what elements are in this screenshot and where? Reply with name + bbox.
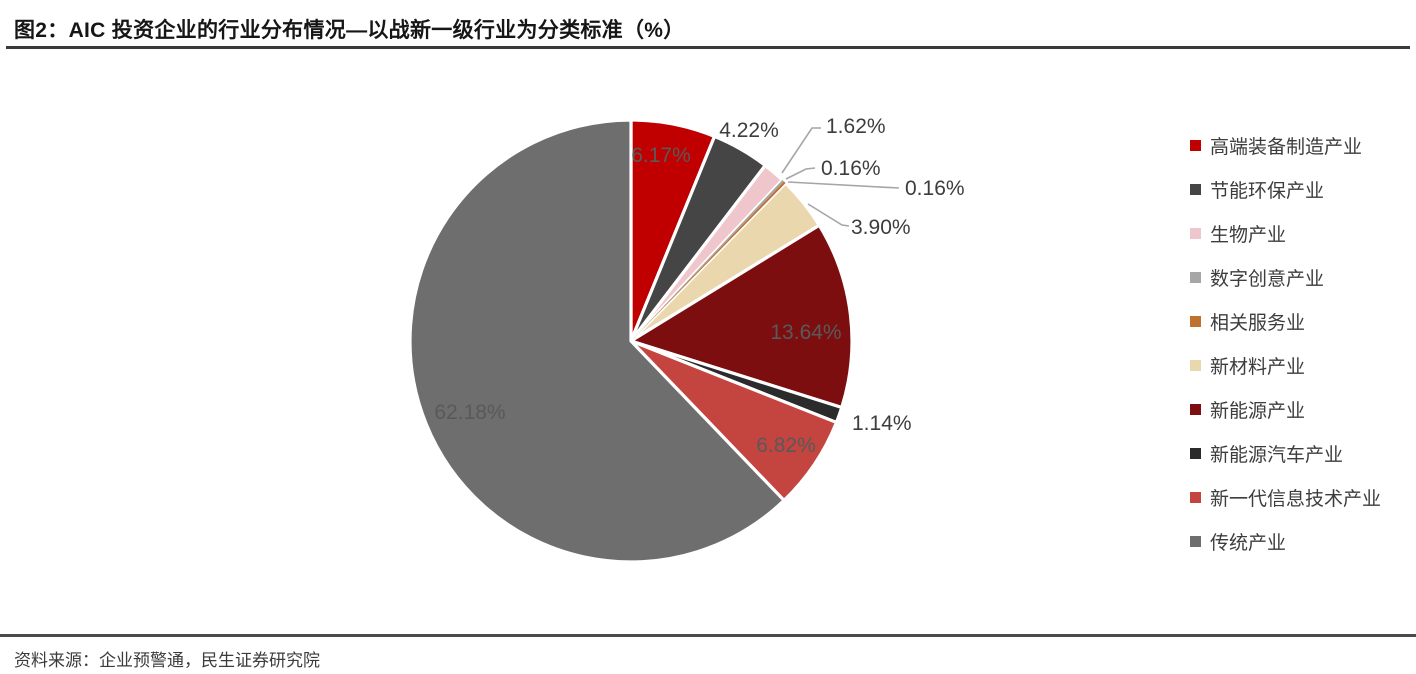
pie-slice-sliver — [631, 181, 786, 341]
legend-label: 数字创意产业 — [1210, 268, 1325, 290]
legend-item: 新能源产业 — [1190, 387, 1381, 431]
legend-swatch-icon — [1190, 139, 1201, 151]
data-label: 1.14% — [852, 412, 912, 435]
legend-swatch-icon — [1190, 271, 1201, 283]
legend-label: 生物产业 — [1210, 224, 1287, 246]
legend-item: 数字创意产业 — [1190, 255, 1381, 299]
legend-label: 高端装备制造产业 — [1210, 136, 1363, 158]
pie-slice-sliver — [631, 179, 784, 341]
data-label: 4.22% — [719, 119, 779, 142]
legend-item: 新能源汽车产业 — [1190, 431, 1381, 475]
figure-title: 图2：AIC 投资企业的行业分布情况—以战新一级行业为分类标准（%） — [14, 19, 685, 42]
pie-slice — [629, 223, 854, 410]
legend-swatch-icon — [1190, 491, 1201, 503]
chart-legend: 高端装备制造产业 节能环保产业 生物产业 数字创意产业 相关服务业 新材料产业 … — [1190, 123, 1381, 563]
legend-item: 新一代信息技术产业 — [1190, 475, 1381, 519]
legend-item: 传统产业 — [1190, 519, 1381, 563]
pie-slice — [408, 118, 786, 564]
legend-label: 节能环保产业 — [1210, 180, 1325, 202]
leader-line — [785, 167, 816, 180]
data-label: 1.62% — [826, 115, 886, 138]
legend-label: 传统产业 — [1210, 532, 1287, 554]
legend-label: 新能源产业 — [1210, 400, 1306, 422]
legend-swatch-icon — [1190, 183, 1201, 195]
legend-label: 新材料产业 — [1210, 356, 1306, 378]
data-label: 6.82% — [756, 434, 816, 457]
legend-item: 新材料产业 — [1190, 343, 1381, 387]
data-label: 0.16% — [905, 177, 965, 200]
legend-item: 生物产业 — [1190, 211, 1381, 255]
data-label: 13.64% — [770, 321, 841, 344]
footer-divider — [0, 634, 1416, 637]
source-note: 资料来源：企业预警通，民生证券研究院 — [14, 651, 320, 670]
data-label: 6.17% — [631, 144, 691, 167]
legend-swatch-icon — [1190, 447, 1201, 459]
data-label: 3.90% — [851, 216, 911, 239]
legend-swatch-icon — [1190, 315, 1201, 327]
legend-swatch-icon — [1190, 403, 1201, 415]
legend-swatch-icon — [1190, 359, 1201, 371]
legend-label: 新一代信息技术产业 — [1210, 488, 1382, 510]
legend-item: 高端装备制造产业 — [1190, 123, 1381, 167]
data-label: 0.16% — [821, 157, 881, 180]
leader-line — [787, 181, 900, 189]
legend-swatch-icon — [1190, 535, 1201, 547]
legend-label: 新能源汽车产业 — [1210, 444, 1344, 466]
legend-swatch-icon — [1190, 227, 1201, 239]
legend-item: 节能环保产业 — [1190, 167, 1381, 211]
legend-item: 相关服务业 — [1190, 299, 1381, 343]
leader-line — [781, 127, 821, 174]
leader-line — [807, 203, 850, 227]
title-divider — [6, 46, 1410, 49]
data-label: 62.18% — [434, 401, 505, 424]
legend-label: 相关服务业 — [1210, 312, 1306, 334]
